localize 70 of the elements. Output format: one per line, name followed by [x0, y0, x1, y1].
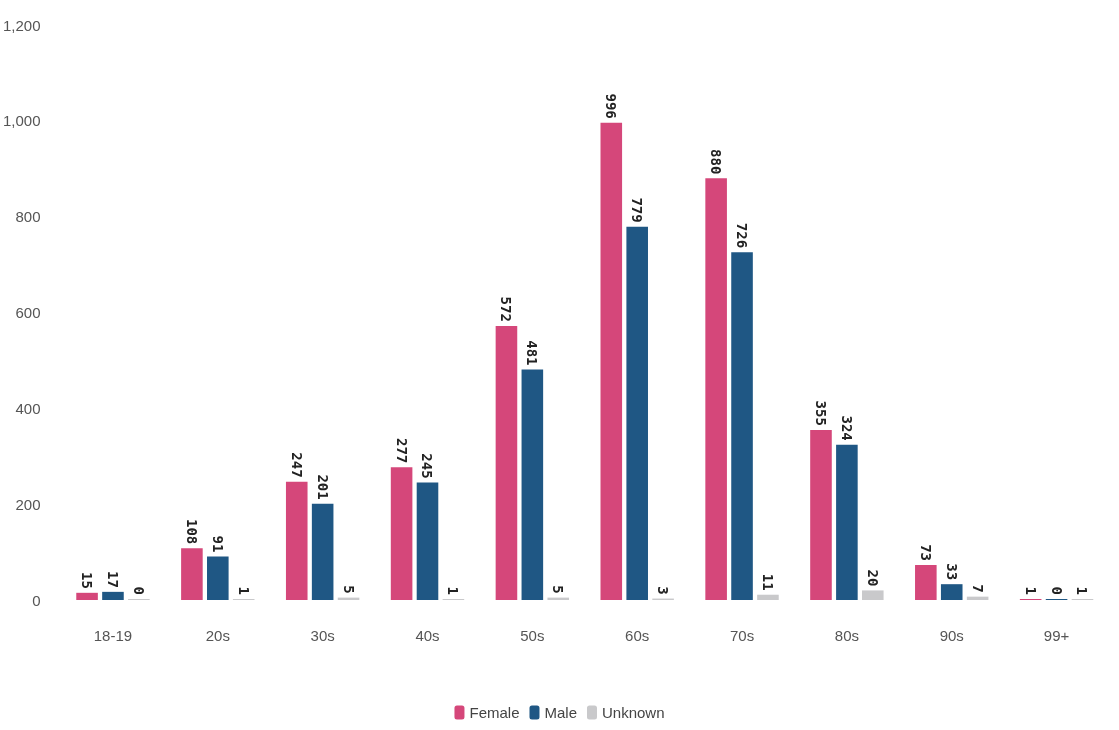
data-label: 880 — [708, 149, 725, 175]
bar — [810, 429, 832, 600]
bar — [705, 178, 727, 600]
data-label: 91 — [209, 535, 226, 553]
bar — [757, 594, 779, 600]
legend-label: Male — [544, 704, 577, 721]
x-tick-label: 40s — [415, 627, 440, 644]
bar — [915, 565, 937, 600]
data-label: 3 — [655, 586, 672, 595]
y-tick-label: 200 — [15, 495, 41, 513]
x-tick-label: 99+ — [1043, 627, 1070, 644]
data-label: 201 — [314, 474, 331, 500]
data-label: 0 — [130, 586, 147, 595]
x-tick-label: 30s — [310, 627, 335, 644]
x-tick-label: 50s — [520, 627, 545, 644]
data-label: 1 — [1074, 586, 1091, 595]
bar — [181, 548, 203, 600]
data-label: 108 — [183, 518, 200, 545]
x-tick-label: 60s — [625, 627, 650, 644]
x-tick-label: 20s — [205, 627, 230, 644]
data-label: 5 — [340, 585, 357, 594]
bar — [861, 590, 884, 600]
data-label: 1 — [235, 586, 252, 595]
data-label: 277 — [393, 437, 410, 464]
data-label: 15 — [79, 571, 96, 589]
x-tick-label: 70s — [729, 627, 755, 644]
bar — [76, 592, 98, 600]
y-tick-label: 800 — [15, 208, 41, 226]
bar — [207, 556, 229, 600]
x-tick-label: 90s — [939, 627, 964, 644]
data-label: 779 — [629, 197, 646, 223]
legend-label: Female — [469, 704, 520, 721]
data-label: 247 — [288, 452, 305, 478]
bar — [390, 467, 413, 600]
y-tick-label: 400 — [15, 399, 41, 417]
data-label: 1 — [1022, 586, 1039, 595]
bar — [600, 122, 623, 600]
data-label: 1 — [445, 586, 462, 595]
bar — [626, 226, 648, 600]
data-label: 481 — [524, 340, 541, 366]
x-tick-label: 18-19 — [93, 627, 133, 644]
bar — [102, 591, 124, 600]
data-label: 33 — [943, 563, 960, 581]
data-label: 5 — [550, 585, 567, 594]
bar — [731, 252, 753, 600]
y-tick-label: 1,200 — [2, 16, 41, 34]
data-label: 726 — [734, 222, 751, 249]
data-label: 20 — [864, 569, 881, 587]
data-label: 324 — [838, 415, 855, 441]
data-label: 11 — [759, 573, 776, 591]
data-label: 572 — [498, 296, 515, 322]
x-tick-label: 80s — [834, 627, 859, 644]
y-tick-label: 600 — [15, 304, 41, 321]
bar — [940, 584, 963, 600]
bar — [285, 481, 308, 600]
bar — [521, 369, 544, 600]
data-label: 7 — [969, 584, 986, 593]
data-label: 996 — [603, 93, 620, 119]
data-label: 17 — [104, 570, 121, 588]
bar — [836, 444, 858, 600]
data-label: 0 — [1048, 586, 1065, 595]
y-tick-label: 0 — [32, 591, 41, 609]
data-label: 355 — [812, 400, 829, 426]
legend-label: Unknown — [602, 704, 665, 721]
data-label: 245 — [419, 453, 436, 479]
bar — [416, 482, 439, 600]
data-label: 73 — [917, 544, 934, 562]
y-tick-label: 1,000 — [2, 112, 41, 130]
bar — [311, 503, 334, 600]
bar — [495, 325, 518, 600]
